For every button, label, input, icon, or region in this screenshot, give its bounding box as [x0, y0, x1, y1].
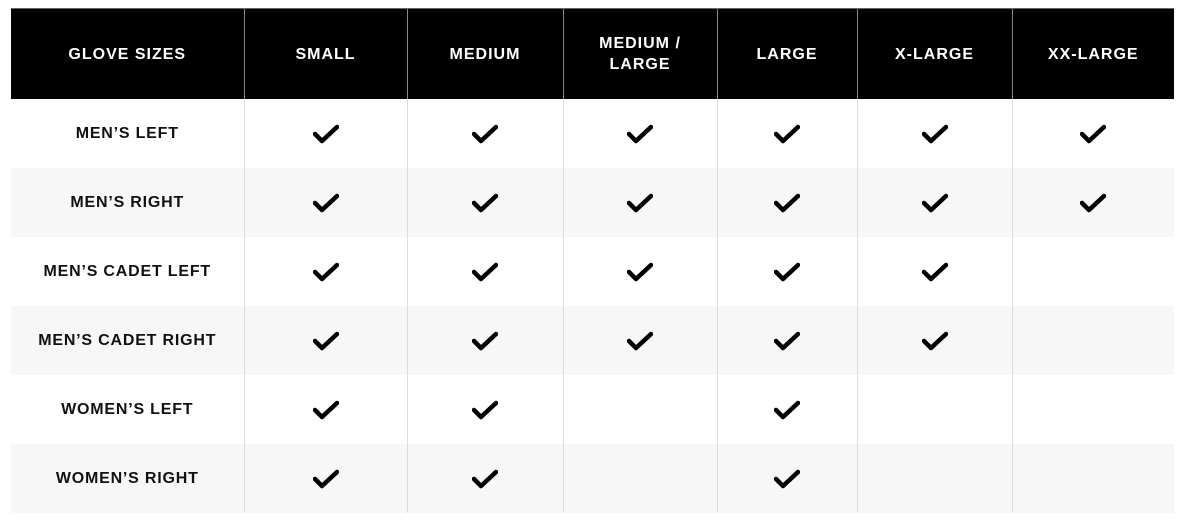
- size-cell: [856, 375, 1012, 444]
- size-cell: [856, 444, 1012, 513]
- size-cell: [1011, 168, 1174, 237]
- size-cell: [562, 99, 717, 168]
- checkmark-icon: [774, 262, 800, 281]
- checkmark-icon: [774, 400, 800, 419]
- table-row: MEN’S LEFT: [11, 99, 1174, 168]
- checkmark-icon: [472, 124, 498, 143]
- size-cell: [243, 168, 407, 237]
- checkmark-icon: [921, 124, 948, 143]
- checkmark-icon: [472, 469, 498, 488]
- table-row: MEN’S RIGHT: [11, 168, 1174, 237]
- size-cell: [243, 444, 407, 513]
- size-cell: [406, 375, 563, 444]
- size-cell: [716, 168, 857, 237]
- checkmark-icon: [1080, 193, 1107, 212]
- checkmark-icon: [774, 124, 800, 143]
- checkmark-icon: [921, 193, 948, 212]
- size-cell: [1011, 306, 1174, 375]
- size-cell: [716, 99, 857, 168]
- table-row: WOMEN’S LEFT: [11, 375, 1174, 444]
- checkmark-icon: [627, 193, 653, 212]
- size-cell: [562, 375, 717, 444]
- checkmark-icon: [472, 193, 498, 212]
- size-cell: [1011, 375, 1174, 444]
- size-cell: [243, 306, 407, 375]
- size-cell: [562, 237, 717, 306]
- row-label: MEN’S RIGHT: [11, 168, 244, 237]
- size-cell: [406, 168, 563, 237]
- size-cell: [243, 237, 407, 306]
- table-row: MEN’S CADET LEFT: [11, 237, 1174, 306]
- column-header: XX-LARGE: [1011, 8, 1174, 99]
- size-cell: [856, 99, 1012, 168]
- checkmark-icon: [627, 124, 653, 143]
- size-cell: [1011, 444, 1174, 513]
- size-cell: [856, 168, 1012, 237]
- size-cell: [562, 168, 717, 237]
- size-cell: [406, 306, 563, 375]
- checkmark-icon: [774, 469, 800, 488]
- row-label: MEN’S CADET RIGHT: [11, 306, 244, 375]
- size-cell: [856, 237, 1012, 306]
- checkmark-icon: [921, 262, 948, 281]
- size-cell: [1011, 99, 1174, 168]
- size-cell: [716, 444, 857, 513]
- checkmark-icon: [312, 331, 339, 350]
- glove-size-chart: GLOVE SIZES SMALL MEDIUM MEDIUM / LARGE LARG…: [11, 8, 1174, 513]
- size-cell: [716, 306, 857, 375]
- size-cell: [856, 306, 1012, 375]
- column-header: MEDIUM: [406, 8, 563, 99]
- size-cell: [243, 375, 407, 444]
- checkmark-icon: [312, 469, 339, 488]
- column-header: LARGE: [716, 8, 857, 99]
- size-cell: [243, 99, 407, 168]
- column-header: SMALL: [243, 8, 407, 99]
- column-header: MEDIUM / LARGE: [562, 8, 717, 99]
- size-cell: [406, 444, 563, 513]
- checkmark-icon: [312, 262, 339, 281]
- checkmark-icon: [627, 262, 653, 281]
- header-row: GLOVE SIZES SMALL MEDIUM MEDIUM / LARGE LARG…: [11, 8, 1174, 99]
- checkmark-icon: [472, 331, 498, 350]
- column-header: GLOVE SIZES: [11, 8, 244, 99]
- checkmark-icon: [312, 400, 339, 419]
- checkmark-icon: [774, 193, 800, 212]
- checkmark-icon: [312, 124, 339, 143]
- size-cell: [562, 444, 717, 513]
- row-label: WOMEN’S RIGHT: [11, 444, 244, 513]
- table-row: WOMEN’S RIGHT: [11, 444, 1174, 513]
- column-header: X-LARGE: [856, 8, 1012, 99]
- size-cell: [406, 237, 563, 306]
- checkmark-icon: [627, 331, 653, 350]
- checkmark-icon: [774, 331, 800, 350]
- size-cell: [716, 237, 857, 306]
- row-label: WOMEN’S LEFT: [61, 400, 194, 418]
- checkmark-icon: [312, 193, 339, 212]
- checkmark-icon: [1080, 124, 1107, 143]
- checkmark-icon: [921, 331, 948, 350]
- size-cell: [716, 375, 857, 444]
- table-row: MEN’S CADET RIGHT: [11, 306, 1174, 375]
- size-cell: [1011, 237, 1174, 306]
- row-label: MEN’S LEFT: [75, 124, 179, 142]
- size-cell: [562, 306, 717, 375]
- row-label: MEN’S CADET LEFT: [43, 262, 211, 280]
- size-cell: [406, 99, 563, 168]
- checkmark-icon: [472, 400, 498, 419]
- checkmark-icon: [472, 262, 498, 281]
